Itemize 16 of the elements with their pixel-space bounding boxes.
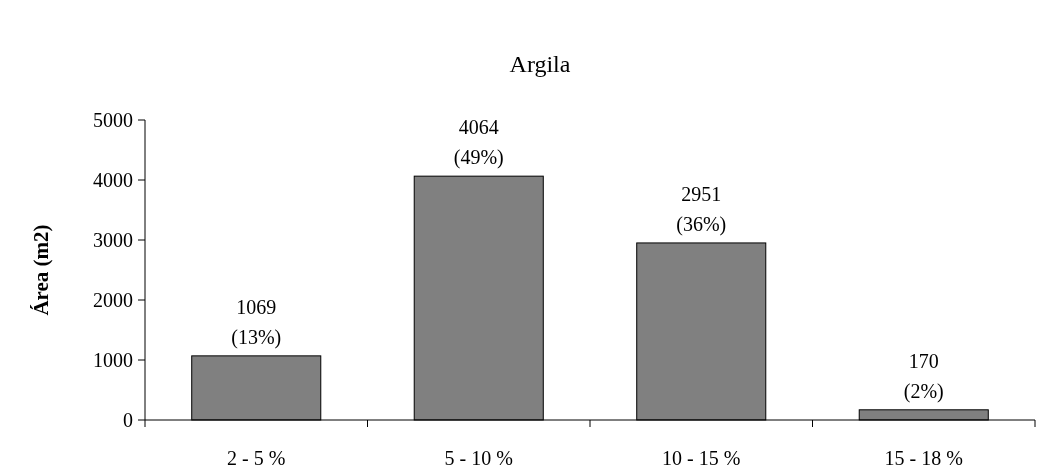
x-tick-label: 10 - 15 %: [662, 447, 741, 469]
chart-title: Argila: [509, 51, 571, 77]
y-tick-label: 5000: [93, 109, 133, 131]
y-tick-label: 1000: [93, 349, 133, 371]
data-label: 2951 (36%): [676, 182, 727, 236]
data-label: 4064 (49%): [453, 116, 504, 170]
data-label: 1069 (13%): [231, 295, 282, 349]
x-tick-label: 2 - 5 %: [227, 447, 286, 469]
y-tick-label: 2000: [93, 289, 133, 311]
data-label: 170 (2%): [903, 349, 944, 403]
x-tick-label: 15 - 18 %: [884, 447, 963, 469]
y-tick-label: 3000: [93, 229, 133, 251]
y-tick-label: 4000: [93, 169, 133, 191]
x-tick-label: 5 - 10 %: [444, 447, 513, 469]
y-axis-title: Área (m2): [29, 224, 53, 316]
y-tick-label: 0: [123, 409, 133, 431]
